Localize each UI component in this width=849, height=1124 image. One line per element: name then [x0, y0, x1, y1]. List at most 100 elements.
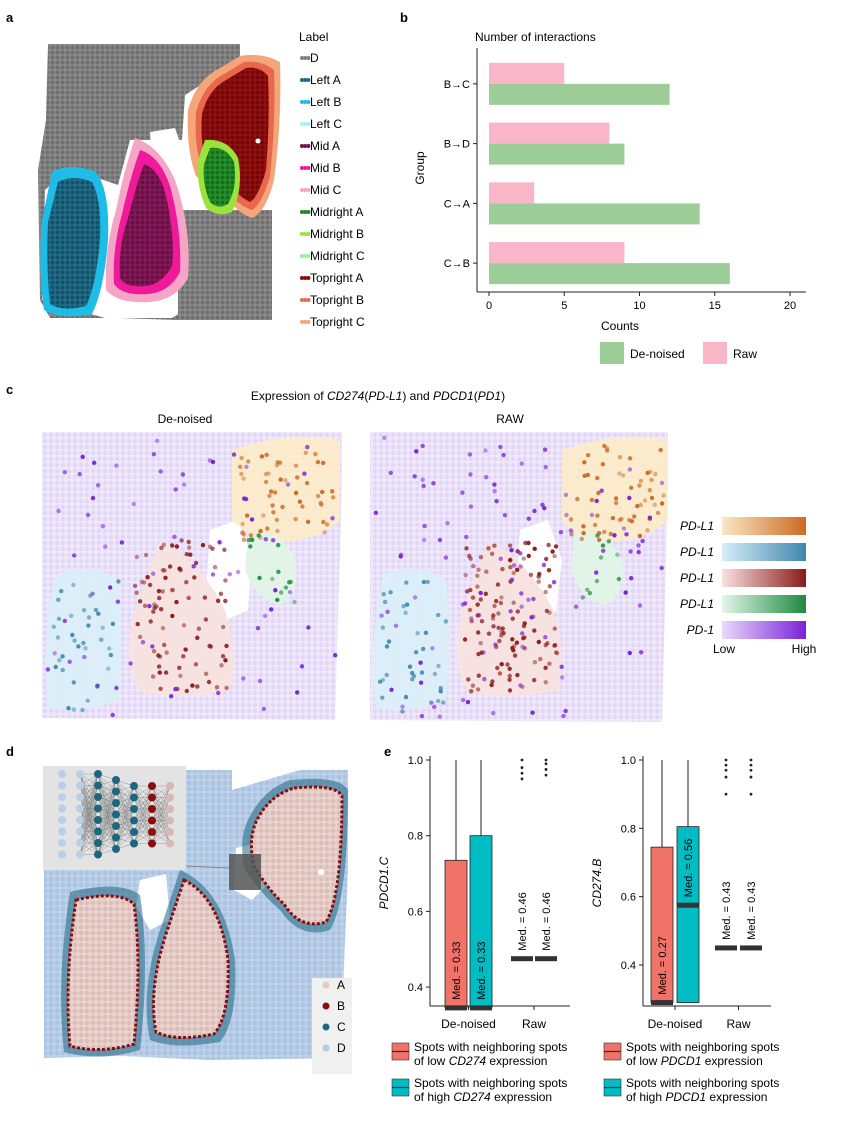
expression-spot: [495, 665, 500, 671]
expression-spot: [66, 706, 71, 711]
expression-spot: [412, 595, 418, 600]
expression-spot: [401, 604, 406, 609]
expression-spot: [496, 611, 501, 616]
expression-spot: [52, 651, 57, 656]
expression-spot: [500, 626, 505, 631]
network-node: [166, 782, 174, 790]
expression-spot: [655, 510, 661, 516]
expression-spot: [495, 582, 501, 587]
box-legend-line2-pre: of high: [626, 1090, 665, 1104]
network-node: [76, 816, 84, 824]
label-legend-swatch: [303, 276, 308, 280]
expression-spot: [95, 483, 101, 488]
expression-spot: [423, 630, 429, 635]
label-legend-swatch: [303, 298, 308, 302]
panel-c-letter: c: [6, 382, 13, 397]
expression-spot: [421, 579, 427, 585]
label-legend-swatch: [306, 320, 311, 324]
expression-spot: [529, 615, 534, 620]
network-edge: [97, 779, 117, 798]
expression-spot: [484, 475, 489, 480]
expression-spot: [283, 585, 289, 590]
expression-spot: [188, 552, 193, 557]
expression-spot: [81, 608, 87, 613]
expression-spot: [536, 639, 541, 645]
expression-spot: [419, 670, 425, 675]
expression-spot: [239, 455, 244, 461]
expression-spot: [132, 583, 138, 589]
box-y-tick-label: 0.6: [408, 906, 423, 918]
expression-spot: [263, 537, 268, 542]
expression-spot: [70, 632, 75, 638]
expression-spot: [553, 544, 559, 549]
expression-spot: [573, 604, 579, 609]
network-edge: [97, 779, 117, 809]
expression-spot: [169, 694, 174, 699]
expression-spot: [86, 623, 91, 628]
expression-spot: [542, 505, 547, 511]
network-node: [94, 850, 102, 859]
box-legend-line2-post: expression: [486, 1054, 547, 1068]
expression-spot: [100, 524, 106, 529]
expression-spot: [382, 599, 388, 605]
network-node: [58, 793, 66, 801]
expression-spot: [512, 643, 517, 649]
network-node: [166, 828, 174, 836]
box-median: [651, 1000, 673, 1006]
box-outlier: [724, 763, 728, 767]
expression-spot: [134, 554, 140, 560]
expression-spot: [628, 549, 633, 554]
expression-spot: [173, 487, 178, 492]
expression-spot: [432, 704, 437, 710]
expression-spot: [464, 589, 470, 594]
expression-spot: [526, 516, 531, 521]
expression-spot: [494, 499, 499, 504]
label-legend-item: Topright B: [310, 293, 364, 307]
expression-spot: [106, 666, 111, 671]
bar-chart-xlabel: Counts: [601, 319, 639, 333]
box-legend-line2: of low CD274 expression: [414, 1054, 547, 1068]
label-legend-item: Left A: [310, 73, 341, 87]
expression-spot: [486, 546, 491, 551]
network-node: [166, 816, 174, 825]
expression-spot: [550, 549, 555, 554]
expression-spot: [212, 565, 218, 570]
box-median-label: Med. = 0.43: [721, 882, 733, 940]
expression-spot: [508, 609, 513, 614]
expression-spot: [492, 603, 497, 609]
box-median-label: Med. = 0.43: [746, 882, 758, 940]
expression-spot: [330, 516, 335, 521]
network-node: [76, 850, 84, 859]
expression-spot: [161, 542, 166, 547]
expression-spot: [475, 602, 480, 607]
expression-spot: [381, 592, 386, 597]
expression-spot: [479, 619, 485, 624]
expression-spot: [264, 452, 269, 457]
expression-spot: [585, 453, 591, 458]
expression-scale-label: PD-L1: [680, 597, 714, 611]
panel-d-letter: d: [6, 744, 14, 759]
expression-spot: [274, 463, 280, 468]
expression-spot: [568, 528, 574, 533]
expression-spot: [627, 650, 632, 656]
expression-spot: [460, 697, 466, 703]
expression-spot: [134, 590, 139, 595]
label-legend-swatch: [303, 188, 308, 192]
expression-spot: [532, 660, 538, 665]
expression-spot: [492, 543, 497, 548]
network-edge: [97, 779, 117, 821]
network-node: [58, 839, 66, 847]
tissue-map-a: [38, 44, 281, 320]
expression-spot: [263, 479, 269, 485]
box-median-label: Med. = 0.33: [476, 941, 488, 999]
expression-spot: [521, 636, 526, 641]
expression-spot: [163, 670, 169, 675]
expression-spot: [174, 599, 179, 605]
expression-spot: [463, 572, 468, 578]
box-legend-line2-gene: PDCD1: [665, 1090, 706, 1104]
neighborhood-legend-label: C: [337, 1020, 346, 1034]
expression-spot: [67, 659, 72, 664]
panel-b: b Number of interactions 0 5 10 15 20 B→C B→D C…: [400, 10, 806, 364]
expression-spot: [617, 471, 622, 476]
expression-spot: [272, 490, 278, 495]
